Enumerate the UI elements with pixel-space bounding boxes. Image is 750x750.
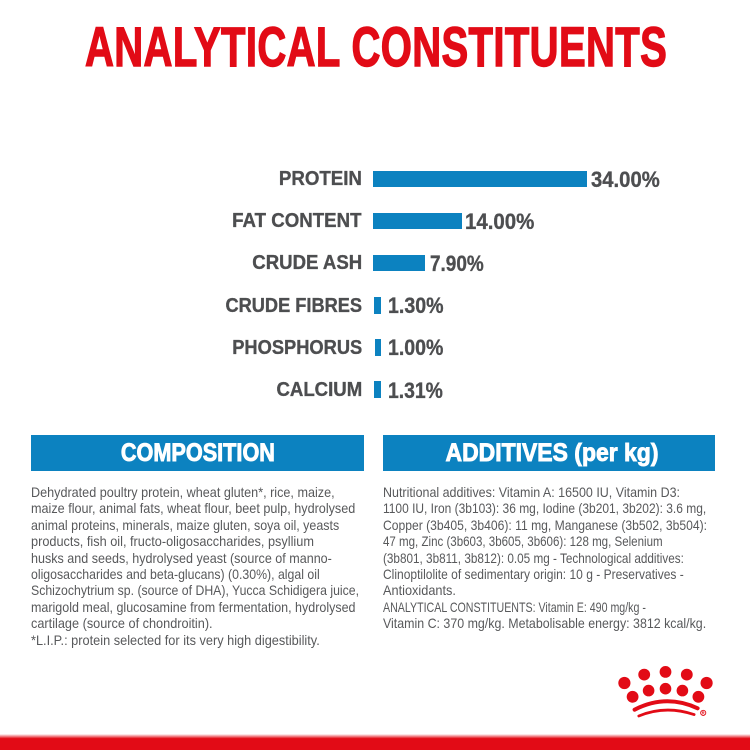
svg-text:R: R: [702, 710, 705, 715]
